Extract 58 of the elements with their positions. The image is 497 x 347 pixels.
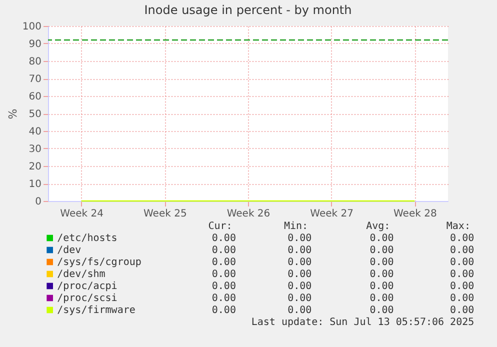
text: 0.00	[212, 269, 236, 280]
text: Max:	[446, 221, 470, 232]
chart-title: Inode usage in percent - by month	[144, 3, 352, 17]
text: 0.00	[370, 269, 394, 280]
text: 0.00	[370, 281, 394, 292]
text: 0.00	[370, 305, 394, 316]
text: 0.00	[288, 269, 312, 280]
text: 0.00	[212, 257, 236, 268]
text: 0.00	[370, 245, 394, 256]
text: 0.00	[288, 305, 312, 316]
y-tick-label: 80	[28, 56, 42, 68]
text: Last update: Sun Jul 13 05:57:06 2025	[251, 317, 474, 328]
text: 0.00	[370, 233, 394, 244]
legend-label: /sys/fs/cgroup	[57, 257, 142, 268]
y-axis-title: %	[6, 108, 20, 120]
text: 0.00	[450, 269, 474, 280]
text: Cur:	[208, 221, 232, 232]
y-tick-label: 100	[22, 22, 42, 32]
text: 0.00	[370, 293, 394, 304]
y-tick-label: 0	[35, 196, 42, 208]
y-tick-label: 90	[28, 39, 42, 50]
text: 0.00	[450, 281, 474, 292]
text: 0.00	[212, 245, 236, 256]
text: 0.00	[212, 281, 236, 292]
legend-label: /dev/shm	[57, 269, 106, 280]
x-tick-label: Week 27	[310, 208, 354, 220]
y-tick-label: 50	[28, 109, 42, 120]
y-tick-label: 40	[28, 126, 42, 138]
text: Min:	[284, 221, 308, 232]
text: 0.00	[288, 233, 312, 244]
legend-label: /proc/scsi	[57, 293, 118, 304]
text: 0.00	[450, 305, 474, 316]
text: 0.00	[450, 245, 474, 256]
legend-label: /sys/firmware	[57, 305, 136, 316]
y-tick-label: 60	[28, 92, 42, 102]
text: 0.00	[370, 257, 394, 268]
text: 0.00	[288, 257, 312, 268]
y-tick-label: 20	[28, 162, 42, 172]
y-tick-label: 30	[28, 144, 42, 155]
text: 0.00	[450, 233, 474, 244]
text: 0.00	[212, 305, 236, 316]
text: 0.00	[288, 293, 312, 304]
y-tick-label: 70	[28, 74, 42, 85]
x-tick-label: Week 28	[394, 208, 437, 220]
text: 0.00	[288, 281, 312, 292]
x-tick-label: Week 26	[226, 208, 270, 220]
text: 0.00	[450, 293, 474, 304]
text: 0.00	[288, 245, 312, 256]
x-tick-label: Week 24	[60, 208, 104, 220]
x-tick-label: Week 25	[144, 208, 187, 220]
text: 0.00	[450, 257, 474, 268]
legend-label: /proc/acpi	[57, 281, 118, 292]
legend-label: /dev	[57, 245, 82, 256]
y-tick-label: 10	[28, 179, 42, 190]
text: 0.00	[212, 233, 236, 244]
text: 0.00	[212, 293, 236, 304]
text: Avg:	[366, 221, 390, 232]
legend-label: /etc/hosts	[57, 233, 118, 244]
